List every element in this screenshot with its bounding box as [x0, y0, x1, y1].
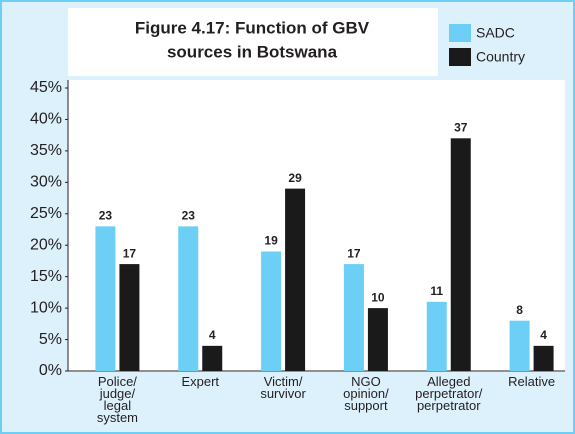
bar	[202, 345, 223, 371]
y-tick-label: 40%	[30, 111, 62, 128]
y-tick-label: 10%	[30, 299, 62, 316]
y-tick-label: 15%	[30, 268, 62, 285]
bar	[261, 251, 282, 371]
plot-area	[68, 80, 565, 372]
bar	[119, 264, 140, 371]
data-label: 4	[540, 328, 547, 342]
bar	[285, 188, 306, 371]
data-label: 4	[209, 328, 216, 342]
bar	[533, 345, 554, 371]
legend-label: SADC	[476, 25, 515, 41]
data-label: 37	[454, 120, 468, 134]
data-label: 11	[430, 284, 443, 298]
x-tick-label: Police/judge/legal system	[97, 374, 138, 425]
legend-swatch	[449, 24, 471, 42]
y-tick-label: 0%	[39, 362, 62, 379]
y-tick-label: 35%	[30, 142, 62, 159]
title-box	[68, 8, 438, 76]
data-label: 29	[288, 171, 302, 185]
x-tick-label: Relative	[508, 374, 555, 389]
legend-swatch	[449, 48, 471, 66]
data-label: 23	[182, 209, 196, 223]
bar	[367, 308, 388, 371]
data-label: 19	[264, 234, 278, 248]
data-label: 10	[371, 290, 385, 304]
bar	[343, 264, 364, 371]
bar	[95, 226, 116, 371]
x-tick-label: Alleged perpetrator/perpetrator	[415, 374, 483, 413]
x-tick-label: NGO opinion/support	[343, 374, 389, 413]
data-label: 17	[347, 246, 361, 260]
y-tick-label: 30%	[30, 174, 62, 191]
x-tick-label: Expert	[181, 374, 219, 389]
chart-title: Figure 4.17: Function of GBV	[135, 18, 370, 37]
data-label: 23	[99, 209, 113, 223]
y-tick-label: 45%	[30, 79, 62, 96]
data-label: 8	[516, 303, 523, 317]
bar	[426, 301, 447, 371]
legend-label: Country	[476, 49, 525, 65]
bar	[509, 320, 530, 371]
bar	[450, 138, 471, 371]
chart-title: sources in Botswana	[167, 42, 338, 61]
data-label: 17	[123, 246, 137, 260]
bar	[178, 226, 199, 371]
y-tick-label: 20%	[30, 236, 62, 253]
x-tick-label: Victim/survivor	[260, 374, 306, 401]
y-tick-label: 5%	[39, 331, 62, 348]
y-tick-label: 25%	[30, 205, 62, 222]
